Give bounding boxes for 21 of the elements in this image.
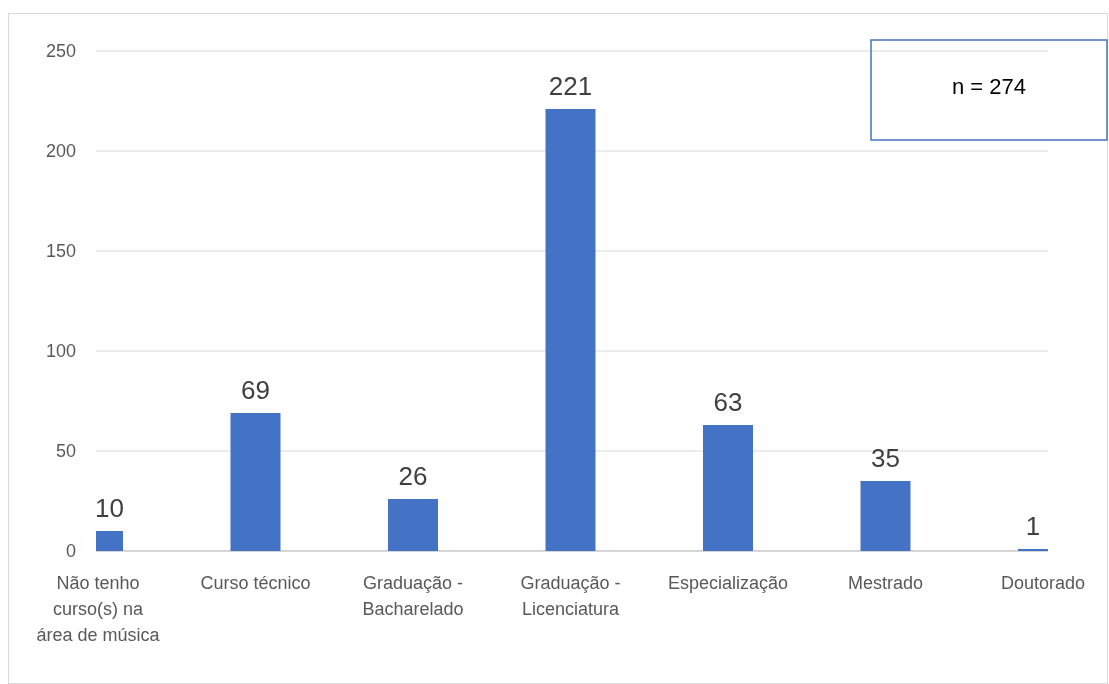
- x-tick-label: Graduação - Licenciatura: [520, 573, 621, 619]
- x-tick-label: Graduação - Bacharelado: [362, 573, 464, 619]
- x-tick-label: Não tenho curso(s) na área de música: [36, 573, 161, 645]
- data-label: 221: [548, 71, 593, 101]
- data-label: 10: [95, 493, 124, 523]
- annotation: n = 274: [951, 74, 1027, 99]
- y-tick-label: 0: [65, 541, 76, 561]
- data-label: 35: [871, 443, 900, 473]
- data-label: 69: [241, 375, 270, 405]
- data-label: 26: [398, 461, 428, 491]
- x-tick-label: Mestrado: [847, 573, 924, 593]
- x-tick-label: Curso técnico: [200, 573, 311, 593]
- y-tick-label: 50: [55, 441, 76, 461]
- y-tick-label: 100: [45, 341, 76, 361]
- y-tick-label: 150: [45, 241, 76, 261]
- data-label: 63: [713, 387, 743, 417]
- x-tick-label: Especialização: [667, 573, 789, 593]
- y-tick-label: 250: [45, 41, 76, 61]
- x-tick-label: Doutorado: [1000, 573, 1086, 593]
- y-tick-label: 200: [45, 141, 76, 161]
- data-label: 1: [1025, 511, 1041, 541]
